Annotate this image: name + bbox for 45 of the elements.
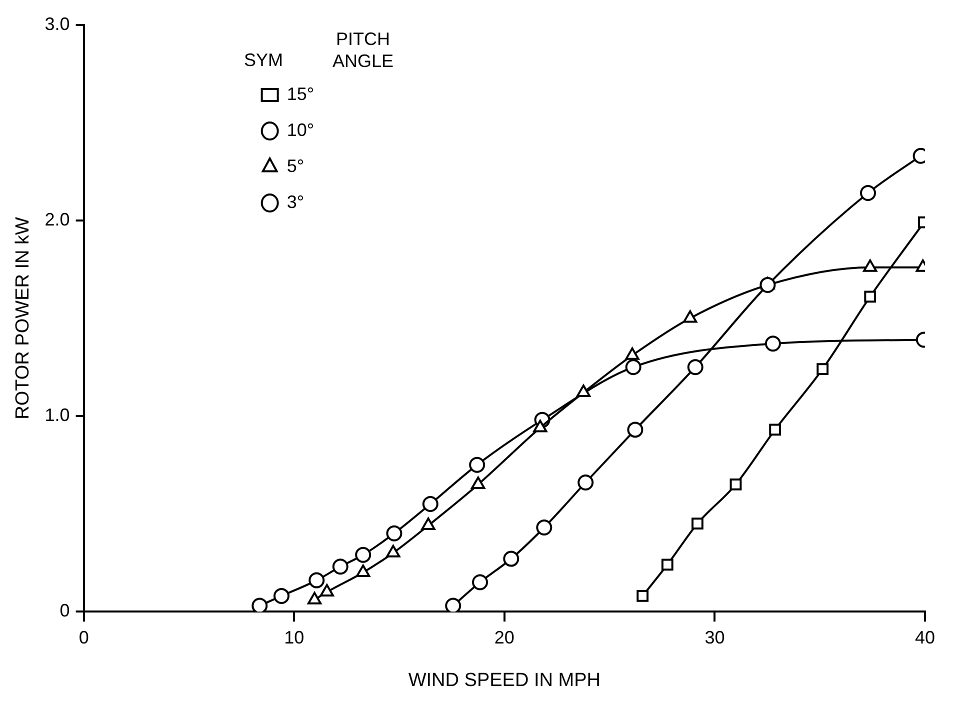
point [332, 558, 348, 575]
point [308, 572, 325, 588]
legend-title: PITCH ANGLE [331, 28, 395, 72]
point [469, 456, 486, 473]
x-tick-label: 30 [704, 627, 725, 648]
point [730, 478, 742, 490]
point [636, 590, 649, 602]
point [252, 598, 268, 612]
y-tick-label: 1.0 [44, 404, 70, 425]
point [274, 588, 290, 604]
point [692, 518, 704, 530]
point [503, 550, 520, 567]
point [578, 474, 594, 491]
x-tick-label: 0 [78, 627, 89, 648]
point [816, 363, 829, 376]
legend-label: 5° [286, 156, 304, 176]
legend-label: 3° [286, 192, 304, 212]
x-tick-label: 10 [284, 627, 304, 648]
y-tick-label: 3.0 [44, 14, 70, 34]
x-tick-label: 20 [494, 627, 514, 648]
y-tick-label: 0 [60, 600, 70, 621]
point [764, 336, 781, 352]
point [627, 422, 644, 438]
y-axis-title: ROTOR POWER IN kW [12, 216, 34, 420]
point [536, 519, 552, 536]
legend-label: 10° [286, 120, 314, 140]
point [445, 598, 462, 612]
point [625, 359, 642, 376]
point [320, 584, 334, 597]
point [386, 525, 402, 542]
point [864, 290, 876, 303]
point [355, 546, 372, 563]
point [472, 574, 488, 590]
point [860, 185, 876, 202]
point [687, 359, 704, 376]
point [422, 496, 438, 512]
point [576, 384, 591, 398]
y-tick-label: 2.0 [44, 209, 70, 230]
point [661, 558, 674, 571]
point [421, 518, 436, 530]
x-tick-label: 40 [914, 627, 936, 648]
x-axis-title: WIND SPEED IN MPH [408, 670, 600, 691]
annotation: SYM [244, 50, 284, 71]
point [769, 424, 782, 436]
legend-label: 15° [286, 84, 314, 104]
